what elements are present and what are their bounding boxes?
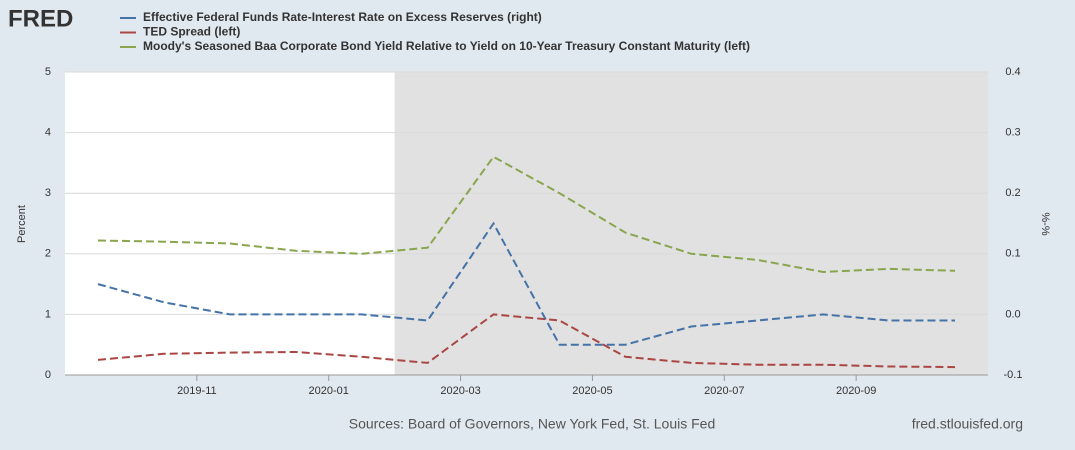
x-tick-label: 2019-11 (177, 385, 217, 397)
y2-tick-label: 0.4 (1005, 66, 1020, 78)
series-line (97, 155, 956, 274)
y-axis-label: Percent (16, 205, 28, 243)
x-tick-label: 2020-07 (704, 385, 744, 397)
y2-tick-label: 0.0 (1005, 308, 1020, 320)
legend-entry: Effective Federal Funds Rate-Interest Ra… (143, 10, 542, 24)
y2-tick-label: 0.2 (1005, 187, 1020, 199)
y-tick-label: 2 (45, 248, 51, 260)
y-tick-label: 0 (45, 369, 51, 381)
series-line (97, 313, 956, 369)
recession-shading (394, 72, 989, 375)
logo: FRED (8, 5, 73, 32)
y-tick-label: 5 (45, 66, 51, 78)
source: Sources: Board of Governors, New York Fe… (349, 416, 716, 432)
x-tick-label: 2020-01 (309, 385, 349, 397)
legend-entry: TED Spread (left) (143, 25, 240, 39)
y2-tick-label: -0.1 (1004, 369, 1023, 381)
x-tick-label: 2020-05 (572, 385, 612, 397)
series-line (97, 221, 955, 346)
y2-axis-label: %-% (1039, 212, 1051, 235)
y2-tick-label: 0.1 (1005, 248, 1020, 260)
y-tick-label: 3 (45, 187, 51, 199)
site: fred.stlouisfed.org (912, 416, 1023, 432)
y-tick-label: 1 (45, 308, 51, 320)
y2-tick-label: 0.3 (1005, 127, 1020, 139)
legend-entry: Moody's Seasoned Baa Corporate Bond Yiel… (143, 39, 750, 53)
x-tick-label: 2020-03 (440, 385, 480, 397)
x-tick-label: 2020-09 (836, 385, 876, 397)
y-tick-label: 4 (45, 127, 51, 139)
